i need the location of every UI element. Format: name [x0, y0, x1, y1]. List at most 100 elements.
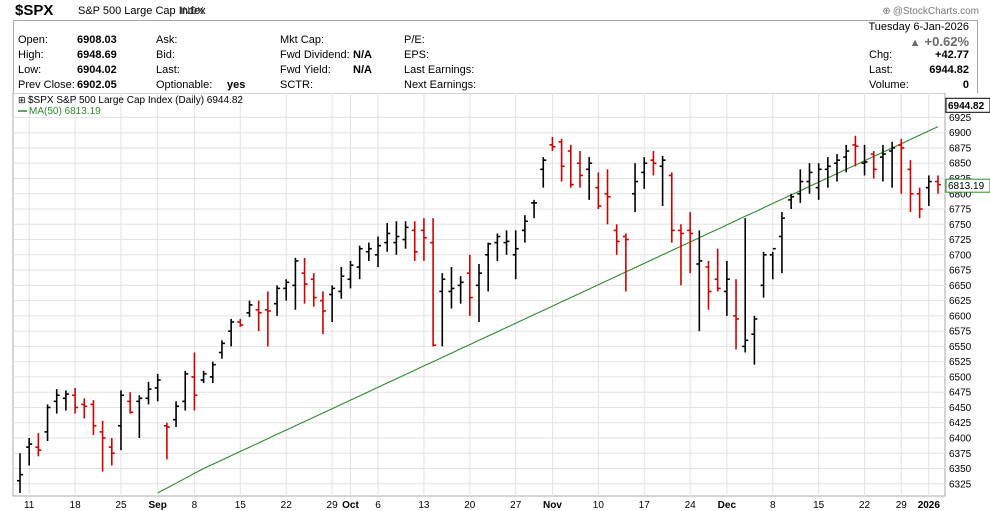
- ohlc-bar: [632, 163, 639, 213]
- ohlc-bar: [485, 242, 492, 292]
- y-tick-label: 6400: [949, 433, 972, 444]
- ohlc-bar: [935, 175, 941, 194]
- chart-legend: ⊞ $SPX S&P 500 Large Cap Index (Daily) 6…: [18, 95, 243, 117]
- ohlc-bar: [72, 387, 79, 414]
- y-tick-label: 6550: [949, 342, 972, 353]
- ohlc-bar: [191, 352, 198, 411]
- quote-value: 6908.03: [77, 34, 117, 46]
- y-tick-label: 6850: [949, 159, 972, 170]
- quote-value: +42.77: [935, 49, 969, 61]
- ohlc-bar: [301, 257, 308, 304]
- ohlc-bar: [696, 230, 703, 332]
- x-tick-label: 8: [770, 500, 776, 511]
- x-tick-label: 20: [464, 500, 476, 511]
- quote-label: Fwd Dividend:: [280, 49, 350, 61]
- quote-label: Last Earnings:: [404, 64, 475, 76]
- ohlc-bar: [907, 160, 914, 213]
- ohlc-bar: [319, 291, 326, 335]
- ohlc-bar: [17, 453, 23, 493]
- quote-label: Volume:: [869, 79, 909, 91]
- x-tick-label: 22: [859, 500, 871, 511]
- ohlc-bar: [613, 224, 620, 255]
- ohlc-bar: [274, 285, 281, 316]
- ohlc-bar: [751, 315, 758, 365]
- ohlc-bar: [44, 404, 51, 442]
- x-tick-label: 11: [24, 500, 35, 511]
- last-price-value: 6944.82: [948, 101, 985, 112]
- security-name: S&P 500 Large Cap Index: [78, 5, 206, 17]
- x-tick-label: 17: [639, 500, 651, 511]
- y-tick-label: 6650: [949, 281, 972, 292]
- ohlc-bar: [567, 144, 574, 188]
- ohlc-bar: [916, 187, 923, 219]
- ohlc-bar: [356, 245, 363, 280]
- quote-value: N/A: [353, 64, 372, 76]
- ohlc-bar: [521, 215, 528, 243]
- ohlc-bar: [549, 136, 556, 152]
- ohlc-bar: [35, 433, 42, 457]
- ohlc-bar: [834, 154, 841, 182]
- ohlc-bar: [687, 212, 694, 274]
- ohlc-bar: [788, 193, 795, 210]
- ma-flag: 6813.19: [945, 178, 990, 193]
- quote-value: 6902.05: [77, 79, 117, 91]
- ma50-line: [157, 126, 939, 494]
- ohlc-bar: [246, 300, 253, 318]
- y-axis: 6325 6350 6375 6400 6425 6450 6475 6500 6525 6550…: [949, 113, 972, 490]
- quote-label: SCTR:: [280, 79, 313, 91]
- ohlc-bar: [145, 381, 152, 405]
- x-tick-label: 29: [327, 500, 339, 511]
- ohlc-bar: [622, 233, 629, 292]
- ohlc-bar: [127, 392, 134, 414]
- ohlc-bar: [237, 318, 244, 327]
- x-tick-label: 15: [235, 500, 247, 511]
- ohlc-bar: [540, 157, 547, 188]
- ohlc-bar: [53, 389, 60, 414]
- title-bar: $SPX S&P 500 Large Cap Index INDX ⊕ @Stoc…: [0, 0, 990, 22]
- x-tick-label: 6: [375, 500, 381, 511]
- ohlc-bar: [393, 221, 400, 255]
- ohlc-bar: [457, 276, 464, 304]
- ohlc-bar: [26, 437, 33, 466]
- quote-label: Mkt Cap:: [280, 34, 325, 46]
- ohlc-bar: [870, 151, 877, 179]
- y-tick-label: 6700: [949, 250, 972, 261]
- ohlc-bar: [154, 373, 161, 402]
- ma50-line-layer: [157, 126, 939, 494]
- ohlc-bar: [283, 279, 290, 301]
- x-tick-label: 8: [192, 500, 198, 511]
- ohlc-bar: [108, 437, 115, 466]
- quote-value: N/A: [353, 49, 372, 61]
- ohlc-bar: [466, 254, 473, 316]
- x-tick-label: Oct: [342, 500, 359, 511]
- ohlc-bar: [558, 138, 565, 182]
- x-axis: 11 18 25 Sep 8 15 22 29 Oct 6 13 20 27 Nov 10 17 24 Dec 8 1…: [24, 500, 940, 511]
- watermark-text: @StockCharts.com: [892, 6, 979, 17]
- x-tick-label: Dec: [718, 500, 737, 511]
- quote-label: Last:: [869, 64, 893, 76]
- x-tick-label: 24: [685, 500, 697, 511]
- x-tick-label: 18: [70, 500, 82, 511]
- ma-value-box: [945, 178, 990, 193]
- x-tick-label: 25: [115, 500, 127, 511]
- ohlc-bar: [255, 300, 262, 332]
- quote-value: yes: [227, 79, 246, 91]
- ohlc-bar: [90, 400, 97, 435]
- ohlc-bar: [586, 157, 593, 200]
- x-tick-label: 13: [418, 500, 430, 511]
- ohlc-bar: [925, 175, 932, 206]
- exchange: INDX: [180, 6, 204, 17]
- ohlc-bar: [797, 169, 804, 203]
- ohlc-bar: [531, 199, 538, 219]
- pct-change-value: +0.62%: [924, 34, 969, 49]
- last-price-flag: 6944.82: [945, 97, 990, 113]
- x-tick-label: 22: [281, 500, 293, 511]
- x-tick-label: 15: [813, 500, 825, 511]
- ohlc-bar: [173, 401, 180, 428]
- y-tick-label: 6800: [949, 189, 972, 200]
- ohlc-bar: [843, 144, 850, 173]
- y-tick-label: 6750: [949, 220, 972, 231]
- legend-ma-label: MA(50) 6813.19: [29, 106, 101, 117]
- ma-value: 6813.19: [948, 181, 985, 192]
